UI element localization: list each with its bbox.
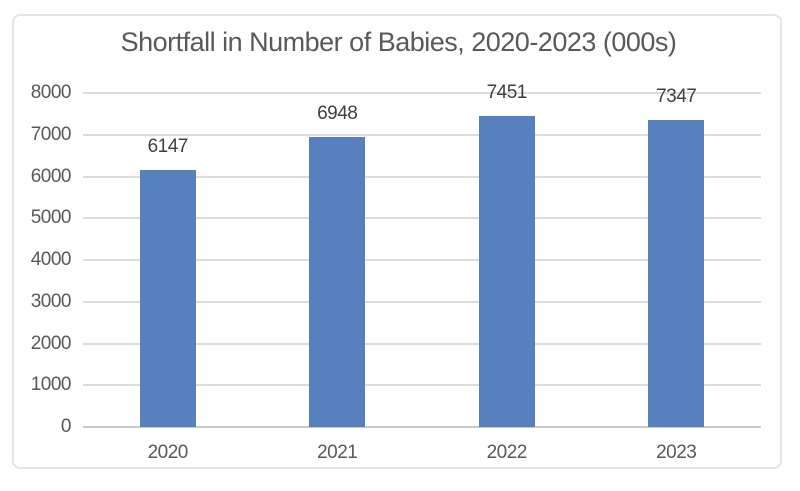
bar-value-label: 7451 — [486, 81, 528, 103]
chart-title: Shortfall in Number of Babies, 2020-2023… — [120, 27, 677, 57]
x-axis-tick-label: 2021 — [317, 442, 358, 463]
gridline — [83, 92, 761, 94]
bar-value-label: 6147 — [147, 136, 189, 158]
bar-2023 — [648, 120, 705, 427]
y-axis-tick-label: 4000 — [30, 249, 72, 270]
gridline — [83, 259, 761, 261]
bar-2020 — [139, 170, 196, 427]
x-axis-tick-label: 2023 — [656, 442, 697, 463]
gridline — [83, 384, 761, 387]
gridline — [83, 217, 761, 220]
bar-value-label: 7347 — [656, 86, 697, 108]
x-axis-tick-label: 2020 — [147, 442, 189, 463]
x-axis-line — [83, 426, 761, 428]
bar-2022 — [478, 115, 535, 427]
gridline — [83, 175, 761, 178]
y-axis-tick-label: 5000 — [30, 207, 72, 229]
y-axis-tick-label: 3000 — [30, 290, 72, 312]
gridline — [83, 342, 761, 345]
y-axis-tick-label: 7000 — [30, 123, 72, 145]
gridline — [83, 300, 761, 303]
y-axis-tick-label: 0 — [60, 416, 72, 437]
y-axis-tick-label: 2000 — [30, 332, 72, 354]
y-axis-tick-label: 6000 — [30, 165, 72, 187]
bar-2021 — [309, 136, 366, 427]
bar-value-label: 6948 — [317, 102, 358, 124]
x-axis-tick-label: 2022 — [486, 442, 528, 463]
gridline — [83, 133, 761, 136]
y-axis-tick-label: 1000 — [30, 374, 72, 396]
y-axis-tick-label: 8000 — [30, 82, 72, 103]
